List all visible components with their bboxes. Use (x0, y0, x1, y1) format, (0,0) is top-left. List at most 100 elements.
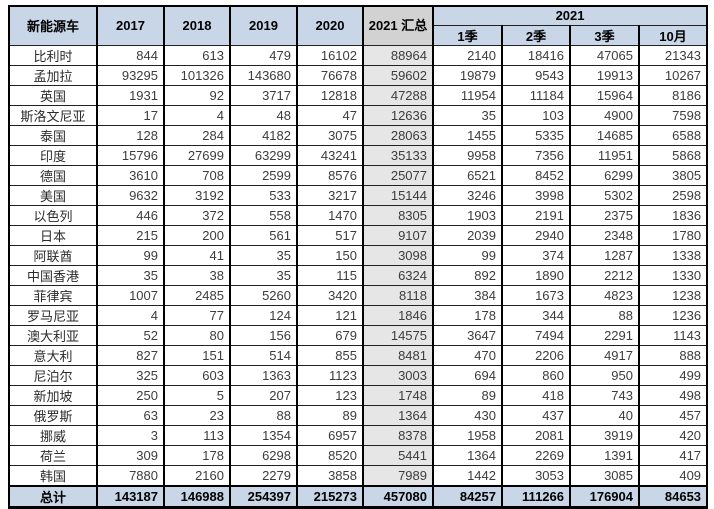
table-row: 德国 3610 708 2599 8576 25077 6521 8452 6299 3805 (8, 164, 709, 186)
table-row: 菲律宾 1007 2485 5260 3420 8118 384 1673 4823 1238 (8, 284, 709, 306)
value-cell: 1780 (637, 224, 709, 246)
table-row: 意大利 827 151 514 855 8481 470 2206 4917 888 (8, 344, 709, 366)
table-row: 日本 215 200 561 517 9107 2039 2940 2348 1780 (8, 224, 709, 246)
value-cell: 514 (229, 344, 298, 366)
value-cell: 3717 (229, 84, 298, 106)
table-row: 澳大利亚 52 80 156 679 14575 3647 7494 2291 1143 (8, 324, 709, 346)
value-cell: 103 (501, 104, 571, 126)
value-cell: 1287 (569, 244, 640, 266)
value-cell: 679 (296, 324, 364, 346)
row-label: 挪威 (8, 424, 98, 446)
value-cell: 5868 (637, 144, 709, 166)
row-label: 美国 (8, 184, 98, 206)
value-cell: 18416 (501, 44, 571, 66)
row-label: 以色列 (8, 204, 98, 226)
value-cell: 3192 (163, 184, 231, 206)
table-row: 泰国 128 284 4182 3075 28063 1455 5335 14685 6588 (8, 124, 709, 146)
col-header-q2: 2季 (501, 24, 571, 46)
value-cell: 372 (163, 204, 231, 226)
value-cell: 1836 (637, 204, 709, 226)
value-cell: 558 (229, 204, 298, 226)
row-label: 日本 (8, 224, 98, 246)
value-cell: 7598 (637, 104, 709, 126)
value-cell: 16102 (296, 44, 364, 66)
value-cell: 59602 (362, 64, 434, 86)
value-cell: 309 (96, 444, 165, 466)
value-cell: 5302 (569, 184, 640, 206)
value-cell: 143187 (96, 484, 165, 509)
header-row-1: 新能源车 2017 2018 2019 2020 2021 汇总 2021 (8, 5, 709, 46)
value-cell: 2039 (432, 224, 503, 246)
value-cell: 1363 (229, 364, 298, 386)
value-cell: 694 (432, 364, 503, 386)
value-cell: 11951 (569, 144, 640, 166)
value-cell: 3075 (296, 124, 364, 146)
corner-header: 新能源车 (8, 5, 98, 46)
value-cell: 603 (163, 364, 231, 386)
value-cell: 77 (163, 304, 231, 326)
value-cell: 178 (163, 444, 231, 466)
value-cell: 40 (569, 404, 640, 426)
value-cell: 1673 (501, 284, 571, 306)
value-cell: 708 (163, 164, 231, 186)
value-cell: 25077 (362, 164, 434, 186)
header-row-2: 1季 2季 3季 10月 (9, 24, 709, 46)
value-cell: 1338 (637, 244, 709, 266)
value-cell: 151 (163, 344, 231, 366)
value-cell: 430 (432, 404, 503, 426)
value-cell: 14575 (362, 324, 434, 346)
value-cell: 2375 (569, 204, 640, 226)
value-cell: 3217 (296, 184, 364, 206)
value-cell: 115 (296, 264, 364, 286)
row-label: 比利时 (8, 44, 98, 66)
value-cell: 4 (163, 104, 231, 126)
col-header-2019: 2019 (229, 5, 298, 46)
value-cell: 2940 (501, 224, 571, 246)
value-cell: 2160 (163, 464, 231, 486)
value-cell: 417 (637, 444, 709, 466)
value-cell: 457 (637, 404, 709, 426)
value-cell: 7989 (362, 464, 434, 486)
value-cell: 533 (229, 184, 298, 206)
value-cell: 3919 (569, 424, 640, 446)
value-cell: 4900 (569, 104, 640, 126)
value-cell: 1238 (637, 284, 709, 306)
row-label: 斯洛文尼亚 (8, 104, 98, 126)
value-cell: 855 (296, 344, 364, 366)
value-cell: 2485 (163, 284, 231, 306)
value-cell: 35 (96, 264, 165, 286)
value-cell: 35 (432, 104, 503, 126)
value-cell: 215273 (296, 484, 364, 509)
value-cell: 19913 (569, 64, 640, 86)
value-cell: 89 (296, 404, 364, 426)
value-cell: 178 (432, 304, 503, 326)
table-row: 印度 15796 27699 63299 43241 35133 9958 7356 11951… (8, 144, 709, 166)
value-cell: 250 (96, 384, 165, 406)
row-label: 俄罗斯 (8, 404, 98, 426)
value-cell: 1143 (637, 324, 709, 346)
value-cell: 1364 (432, 444, 503, 466)
col-header-2017: 2017 (96, 5, 165, 46)
value-cell: 2348 (569, 224, 640, 246)
value-cell: 12818 (296, 84, 364, 106)
table-row: 俄罗斯 63 23 88 89 1364 430 437 40 457 (8, 404, 709, 426)
value-cell: 9958 (432, 144, 503, 166)
value-cell: 1354 (229, 424, 298, 446)
value-cell: 3246 (432, 184, 503, 206)
value-cell: 35 (229, 264, 298, 286)
table-row: 中国香港 35 38 35 115 6324 892 1890 2212 1330 (8, 264, 709, 286)
value-cell: 892 (432, 264, 503, 286)
row-label: 印度 (8, 144, 98, 166)
value-cell: 1958 (432, 424, 503, 446)
value-cell: 1846 (362, 304, 434, 326)
value-cell: 3610 (96, 164, 165, 186)
value-cell: 3098 (362, 244, 434, 266)
table-header: 新能源车 2017 2018 2019 2020 2021 汇总 2021 1季… (8, 5, 709, 46)
value-cell: 517 (296, 224, 364, 246)
value-cell: 47 (296, 104, 364, 126)
value-cell: 888 (637, 344, 709, 366)
value-cell: 7356 (501, 144, 571, 166)
value-cell: 499 (637, 364, 709, 386)
value-cell: 418 (501, 384, 571, 406)
col-header-q3: 3季 (569, 24, 640, 46)
